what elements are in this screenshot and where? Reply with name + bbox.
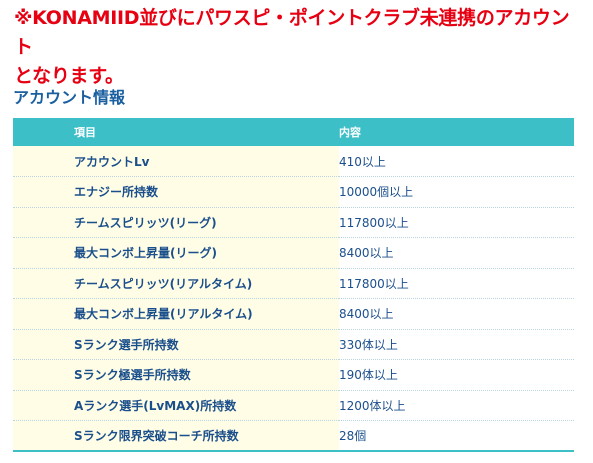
table-row: エナジー所持数 10000個以上 [13,176,574,208]
row-item: Sランク選手所持数 [13,329,339,360]
row-item: チームスピリッツ(リーグ) [13,207,339,238]
row-content: 1200体以上 [339,390,574,421]
row-item: 最大コンボ上昇量(リーグ) [13,237,339,269]
header-content: 内容 [339,118,574,146]
row-content: 10000個以上 [339,176,574,208]
account-notice: ※KONAMIID並びにパワスピ・ポイントクラブ未連携のアカウント となります。 [14,4,584,91]
table-header-row: 項目 内容 [13,118,574,146]
table-row: Sランク極選手所持数 190体以上 [13,359,574,391]
account-info-table: 項目 内容 アカウントLv 410以上 エナジー所持数 10000個以上 チーム… [13,118,574,452]
table-row: Aランク選手(LvMAX)所持数 1200体以上 [13,390,574,421]
row-content: 117800以上 [339,207,574,238]
table-row: Sランク選手所持数 330体以上 [13,329,574,360]
row-item: チームスピリッツ(リアルタイム) [13,268,339,299]
table-row: チームスピリッツ(リアルタイム) 117800以上 [13,268,574,299]
table-row: 最大コンボ上昇量(リアルタイム) 8400以上 [13,298,574,330]
table-row: 最大コンボ上昇量(リーグ) 8400以上 [13,237,574,269]
row-content: 410以上 [339,146,574,177]
row-item: Sランク極選手所持数 [13,359,339,391]
notice-line-1: ※KONAMIID並びにパワスピ・ポイントクラブ未連携のアカウント [14,7,570,58]
row-item: Sランク限界突破コーチ所持数 [13,420,339,452]
section-title: アカウント情報 [13,88,126,107]
row-item: アカウントLv [13,146,339,177]
notice-line-2: となります。 [14,65,124,87]
header-item: 項目 [13,118,339,146]
row-content: 117800以上 [339,268,574,299]
row-content: 330体以上 [339,329,574,360]
table-row: アカウントLv 410以上 [13,146,574,177]
table-row: Sランク限界突破コーチ所持数 28個 [13,420,574,452]
row-content: 190体以上 [339,359,574,391]
row-content: 8400以上 [339,237,574,269]
row-item: 最大コンボ上昇量(リアルタイム) [13,298,339,330]
row-content: 8400以上 [339,298,574,330]
row-item: Aランク選手(LvMAX)所持数 [13,390,339,421]
row-content: 28個 [339,420,574,452]
table-body: アカウントLv 410以上 エナジー所持数 10000個以上 チームスピリッツ(… [13,146,574,452]
table-row: チームスピリッツ(リーグ) 117800以上 [13,207,574,238]
row-item: エナジー所持数 [13,176,339,208]
